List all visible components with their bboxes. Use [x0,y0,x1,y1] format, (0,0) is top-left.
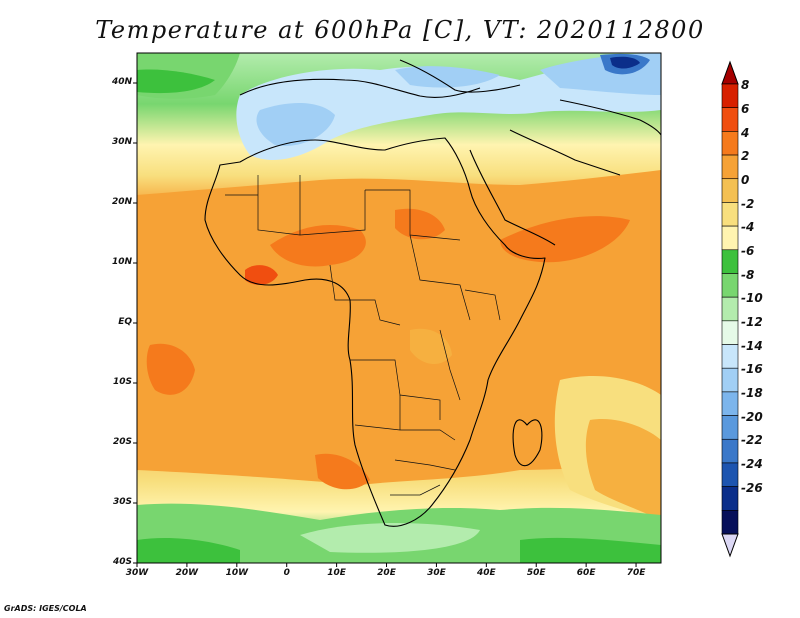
colorbar-label: -24 [741,457,763,472]
lat-label: 20N [111,197,132,207]
lat-label: 30N [111,137,132,147]
colorbar-bottom-arrow [721,533,739,558]
colorbar-segment [721,510,739,535]
lon-label: 50E [526,568,546,578]
lon-label: 70E [626,568,646,578]
colorbar-label: -8 [741,267,755,282]
colorbar-segment [721,154,739,180]
lon-label: 30E [427,568,446,578]
lat-label: 10S [112,377,132,387]
colorbar-label: -20 [741,409,763,424]
lon-label: 20E [377,568,396,578]
lat-label: EQ [118,317,132,327]
colorbar-label: -22 [741,433,763,448]
lon-label: 0 [283,568,290,578]
lat-label: 40N [111,77,132,87]
colorbar-label: 6 [741,101,750,116]
colorbar-segment [721,131,739,156]
colorbar-segment [721,367,739,393]
colorbar-label: 2 [741,149,750,164]
colorbar-segment [721,391,739,416]
colorbar-label: 8 [741,78,750,93]
colorbar-label: -2 [741,196,755,211]
coastlines [204,59,661,527]
colorbar-segment [721,462,739,487]
lon-label: 40E [476,568,496,578]
lon-label: 10W [225,568,249,578]
colorbar-segment [721,202,739,227]
lat-label: 10N [111,257,132,267]
colorbar-segment [721,438,739,464]
temperature-field [137,53,661,563]
colorbar-label: 0 [741,172,750,187]
lon-label: 20W [175,568,199,578]
colorbar-segment [721,320,739,345]
colorbar-label: -26 [741,480,763,495]
colorbar-label: 4 [741,125,750,140]
colorbar-top-arrow [721,60,739,85]
colorbar-label: -12 [741,315,763,330]
lon-label: 60E [576,568,596,578]
lon-label: 30W [125,568,149,578]
lat-label: 40S [112,557,132,567]
colorbar-segment [721,107,739,132]
colorbar-segment [721,249,739,274]
colorbar-label: -18 [741,386,763,401]
colorbar-label: -6 [741,243,755,258]
lon-label: 10E [327,568,346,578]
colorbar-label: -10 [741,291,763,306]
colorbar-segment [721,415,739,440]
colorbar-segment [721,225,739,251]
lat-label: 30S [112,497,132,507]
colorbar-segment [721,486,739,511]
colorbar-label: -14 [741,338,763,353]
colorbar [721,60,739,558]
colorbar-segment [721,178,739,203]
lat-label: 20S [112,437,132,447]
colorbar-segment [721,344,739,369]
colorbar-segment [721,273,739,298]
axis-ticks [133,82,637,567]
colorbar-label: -4 [741,220,755,235]
colorbar-label: -16 [741,362,763,377]
colorbar-segment [721,83,739,108]
colorbar-segment [721,296,739,322]
map-title: Temperature at 600hPa [C], VT: 202011280… [95,16,705,44]
country-borders [225,175,501,496]
credit-text: GrADS: IGES/COLA [4,604,87,613]
